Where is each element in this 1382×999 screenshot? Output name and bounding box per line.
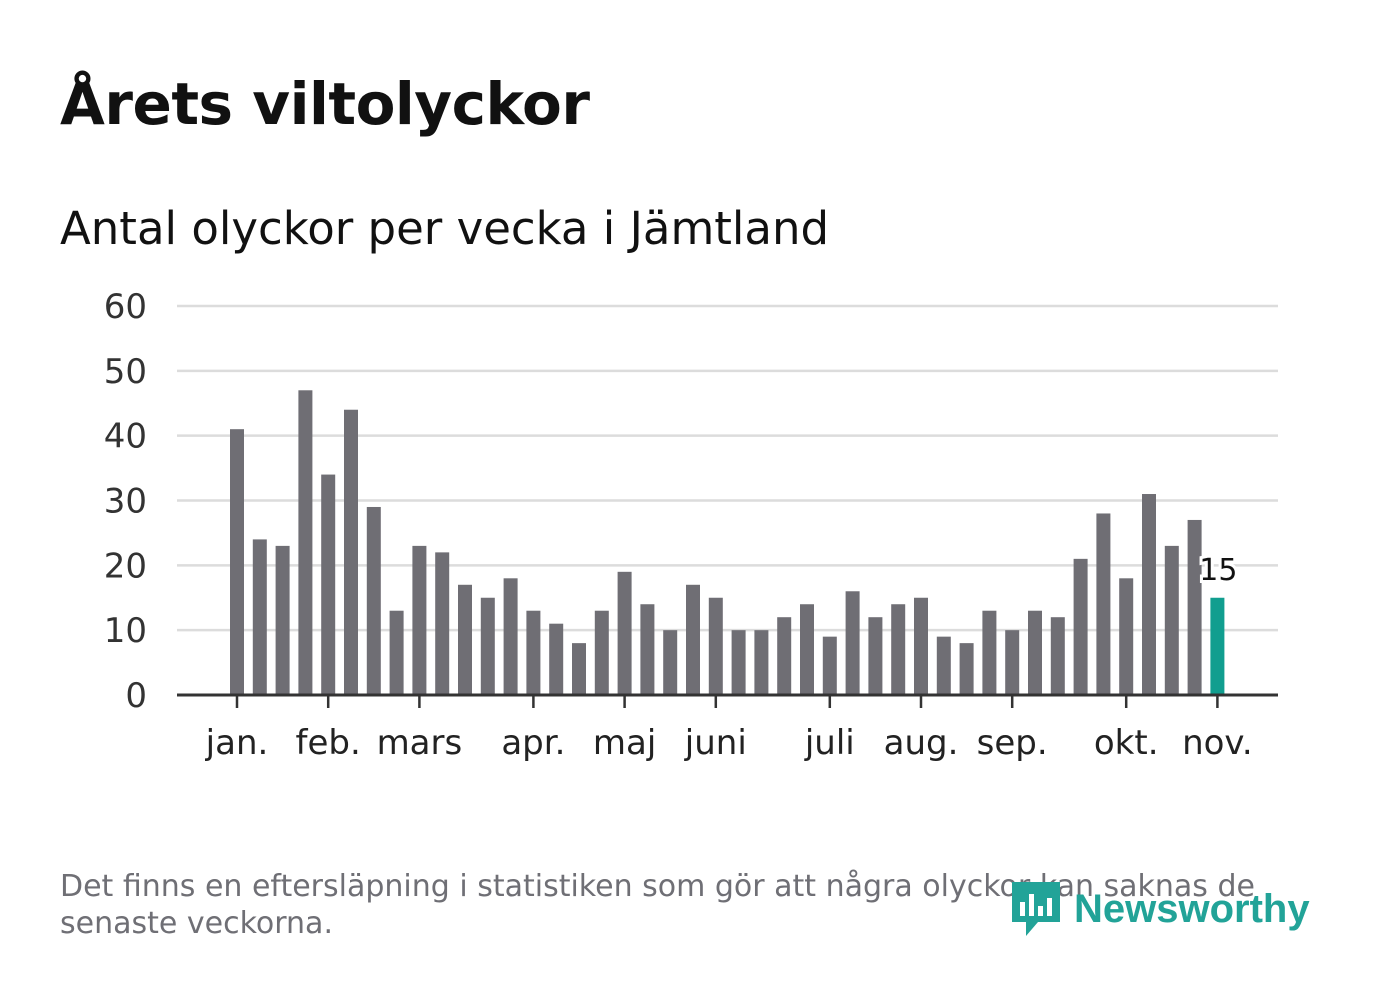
bar	[754, 630, 769, 695]
bar	[230, 429, 244, 695]
bar	[617, 571, 632, 695]
bar	[549, 623, 564, 695]
bar	[1050, 617, 1065, 695]
bar	[1096, 513, 1111, 695]
bar-chart-badge-icon	[1012, 882, 1060, 936]
bar	[868, 617, 883, 695]
x-tick-label: feb.	[296, 723, 361, 763]
bar	[845, 591, 860, 695]
bar	[1073, 558, 1088, 695]
highlight-data-label: 15	[1199, 553, 1237, 588]
bar	[822, 636, 837, 695]
bar	[412, 545, 427, 695]
bar	[275, 545, 290, 695]
bar	[663, 630, 678, 695]
bar	[1164, 545, 1179, 695]
y-tick-label: 60	[104, 287, 147, 327]
bar	[389, 610, 404, 695]
y-tick-label: 10	[104, 611, 147, 651]
chart-title: Årets viltolyckor	[60, 70, 590, 138]
bar	[982, 610, 997, 695]
bar	[1028, 610, 1042, 695]
bar	[731, 630, 746, 695]
newsworthy-logo: Newsworthy	[1008, 878, 1310, 940]
highlight-bar	[1210, 597, 1225, 695]
x-tick-label: mars	[377, 723, 463, 763]
bar	[1119, 578, 1134, 695]
bar	[936, 636, 951, 695]
bar	[572, 643, 586, 695]
bar	[777, 617, 792, 695]
bar	[891, 604, 906, 695]
bar	[503, 578, 518, 695]
bar	[321, 474, 336, 695]
bar	[959, 643, 974, 695]
y-tick-label: 50	[104, 352, 147, 392]
logo-text: Newsworthy	[1074, 886, 1310, 931]
x-tick-label: juli	[804, 723, 855, 763]
bar	[458, 584, 472, 695]
bar	[640, 604, 655, 695]
bar	[594, 610, 609, 695]
bar	[344, 409, 358, 695]
chart-subtitle: Antal olyckor per vecka i Jämtland	[60, 202, 830, 255]
x-tick-label: nov.	[1182, 723, 1253, 763]
bar	[252, 539, 267, 695]
bar	[914, 597, 928, 695]
bar	[526, 610, 541, 695]
bar-chart: 0 10 20 30 40 50 60 jan. feb. mars apr. maj juni juli…	[104, 287, 1278, 763]
y-tick-label: 40	[104, 417, 147, 457]
x-tick-label: juni	[684, 723, 747, 763]
bar	[1187, 519, 1202, 695]
x-tick-label: maj	[593, 723, 656, 763]
bar	[800, 604, 814, 695]
bar	[1005, 630, 1020, 695]
bar	[708, 597, 723, 695]
x-tick-label: apr.	[501, 723, 565, 763]
bar	[1142, 494, 1156, 695]
y-tick-label: 0	[125, 676, 147, 716]
bar	[435, 552, 450, 695]
bar	[686, 584, 700, 695]
bar	[298, 390, 313, 695]
bar	[480, 597, 495, 695]
x-tick-label: sep.	[977, 723, 1048, 763]
x-tick-label: okt.	[1094, 723, 1159, 763]
x-tick-label: aug.	[884, 723, 959, 763]
x-tick-label: jan.	[205, 723, 269, 763]
bar	[366, 506, 381, 695]
y-tick-label: 20	[104, 546, 147, 586]
y-tick-label: 30	[104, 482, 147, 522]
